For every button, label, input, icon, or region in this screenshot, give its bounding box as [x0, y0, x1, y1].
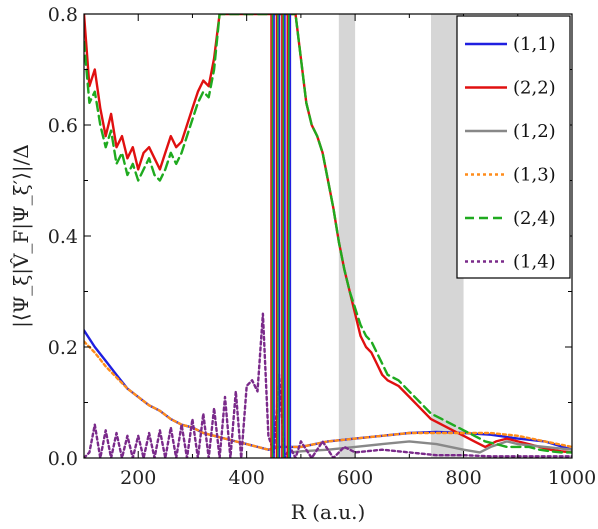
legend-label: (2,4) [513, 208, 556, 229]
y-axis-label: |⟨Ψ_ξ|V̂_F|Ψ_ξ′⟩|/Δ [9, 144, 34, 328]
legend-label: (1,3) [513, 165, 556, 186]
x-axis-label: R (a.u.) [291, 500, 366, 524]
y-tick-label: 0.6 [48, 115, 78, 137]
series-lines [84, 14, 572, 458]
legend: (1,1) (2,2) (1,2) (1,3) (2,4) (1,4) [456, 15, 571, 279]
x-tick-label: 600 [337, 467, 373, 489]
x-tick-label: 200 [120, 467, 156, 489]
x-tick-label: 400 [229, 467, 265, 489]
legend-label: (2,2) [513, 78, 556, 99]
legend-box [456, 15, 571, 279]
axis-ticks: 200 400 600 800 1000 0.0 0.2 0.4 0.6 0.8 [48, 4, 596, 489]
series-line-5 [84, 14, 572, 454]
y-tick-label: 0.0 [48, 448, 78, 470]
series-line-1 [84, 329, 572, 451]
legend-label: (1,4) [513, 252, 556, 273]
y-tick-label: 0.2 [48, 337, 78, 359]
x-tick-label: 1000 [548, 467, 596, 489]
y-tick-label: 0.8 [48, 4, 78, 26]
shaded-region-1 [338, 14, 356, 458]
shaded-regions [338, 14, 464, 458]
series-line-4 [84, 340, 572, 451]
x-tick-label: 800 [445, 467, 481, 489]
legend-label: (1,2) [513, 121, 556, 142]
series-line-6 [84, 312, 572, 458]
y-axis-label-group: |⟨Ψ_ξ|V̂_F|Ψ_ξ′⟩|/Δ [9, 144, 34, 328]
y-tick-label: 0.4 [48, 226, 78, 248]
legend-label: (1,1) [513, 34, 556, 55]
series-line-3 [288, 440, 572, 454]
